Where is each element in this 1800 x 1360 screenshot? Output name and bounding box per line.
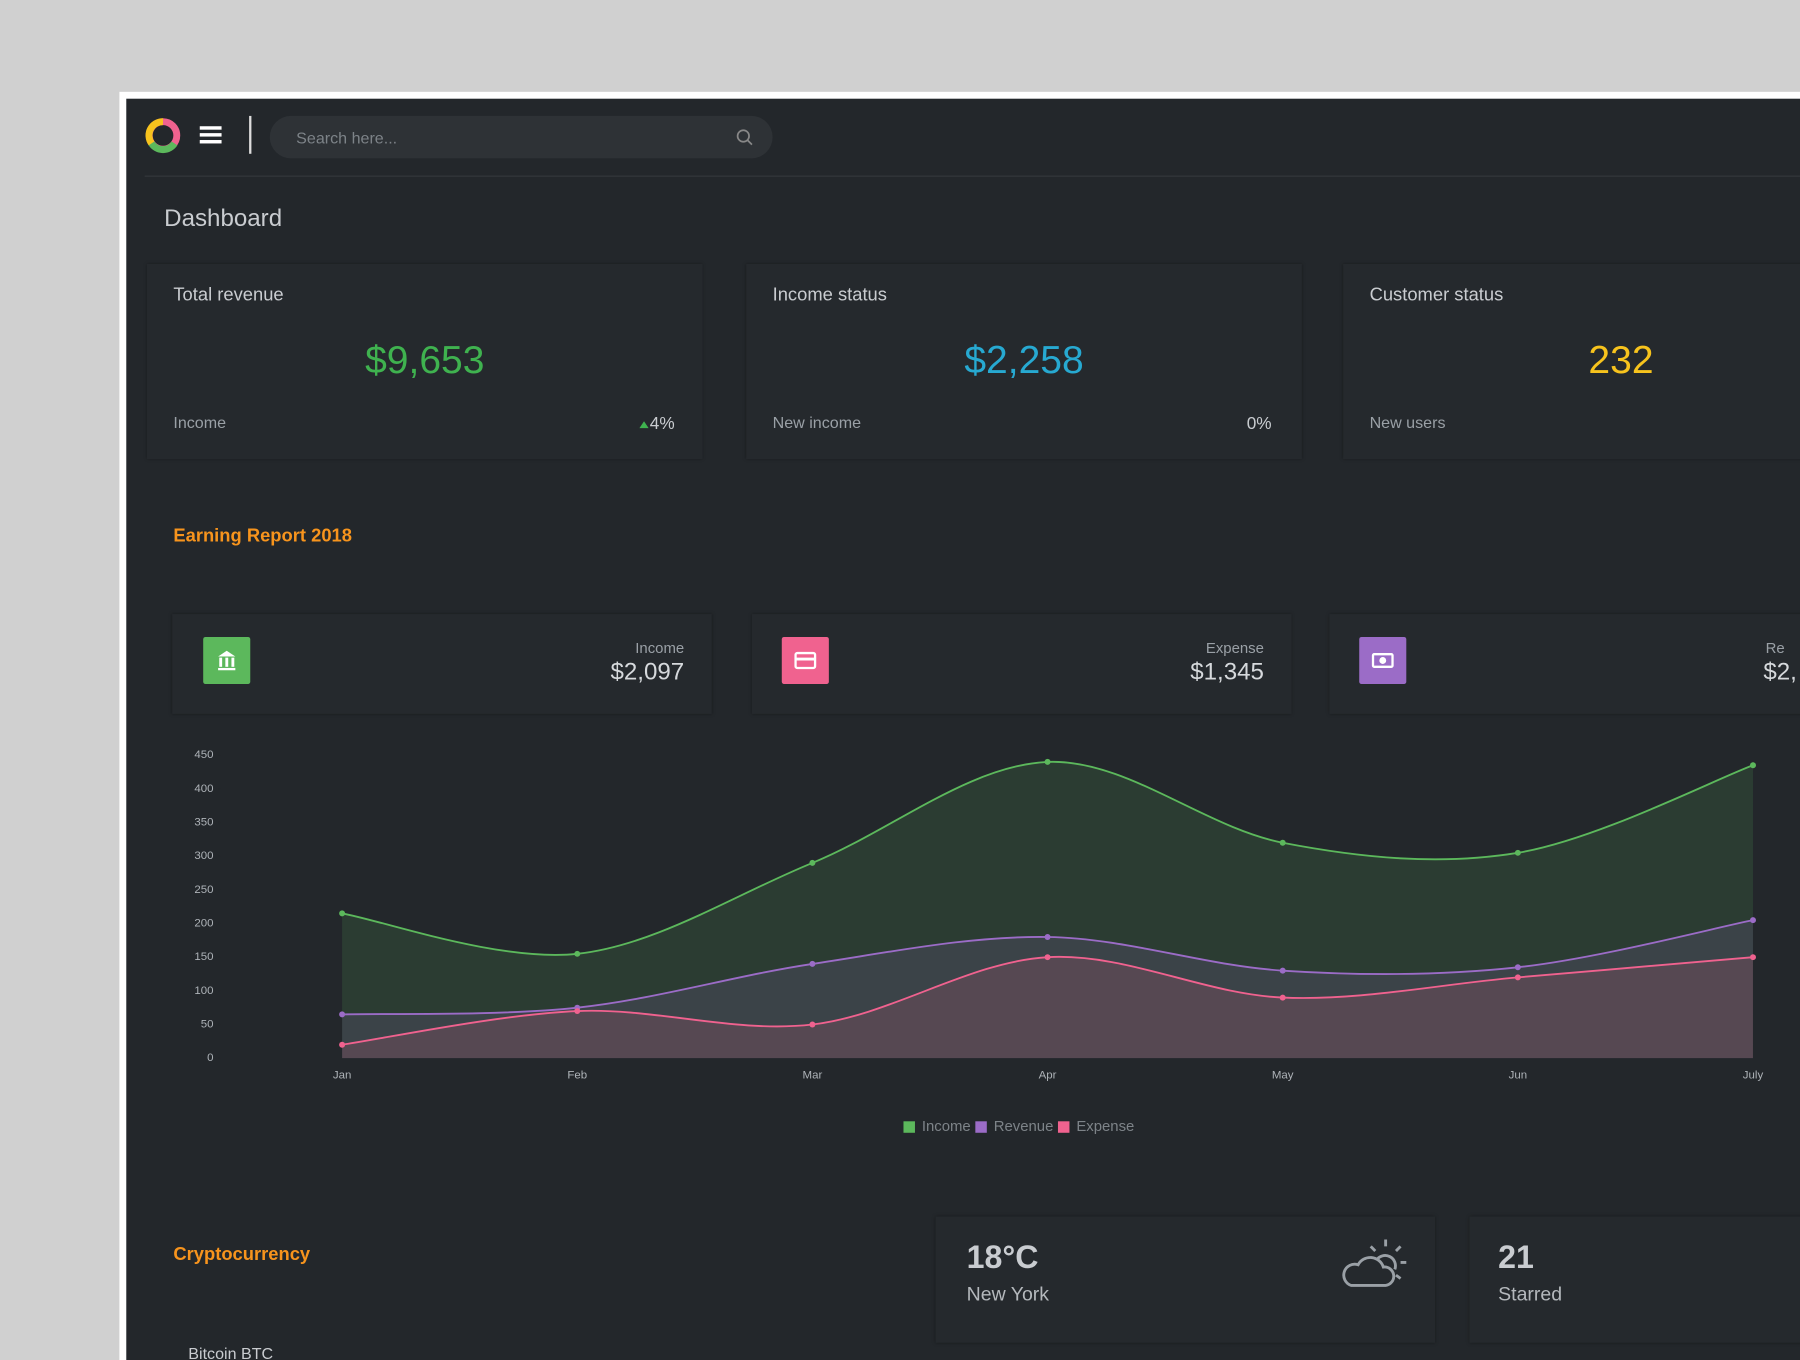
x-tick-label: July — [1743, 1069, 1764, 1081]
data-point — [1514, 849, 1521, 856]
x-tick-label: May — [1272, 1069, 1294, 1081]
stat-card: Total revenue $9,653 Income 4% — [146, 263, 703, 460]
header-rule — [144, 175, 1800, 177]
area-fill — [342, 956, 1753, 1059]
area-fill — [342, 920, 1753, 1059]
data-point — [1044, 933, 1051, 940]
summary-card: Expense $1,345 — [751, 614, 1292, 714]
card-icon — [781, 636, 829, 685]
data-point — [339, 1011, 346, 1018]
x-tick-label: Feb — [567, 1069, 587, 1081]
x-tick-label: Mar — [803, 1069, 823, 1081]
stat-card: Customer status 232 New users — [1343, 263, 1800, 460]
starred-label: Starred — [1498, 1283, 1563, 1305]
legend-swatch — [903, 1121, 915, 1133]
legend-swatch — [1057, 1121, 1070, 1133]
y-tick-label: 300 — [194, 850, 213, 862]
search-placeholder: Search here... — [296, 128, 398, 147]
summary-card: Income $2,097 — [172, 614, 712, 714]
x-tick-label: Jan — [333, 1069, 352, 1081]
legend-swatch — [975, 1121, 987, 1133]
summary-value: $2,097 — [610, 658, 685, 686]
city: New York — [966, 1283, 1050, 1305]
y-tick-label: 100 — [194, 985, 213, 997]
page-title: Dashboard — [164, 205, 283, 232]
data-point — [809, 960, 816, 967]
stat-value: $9,653 — [365, 338, 485, 383]
y-tick-label: 450 — [194, 749, 213, 761]
stat-change: 4% — [649, 414, 675, 434]
section-title: Earning Report 2018 — [173, 526, 352, 547]
menu-button[interactable] — [199, 124, 224, 147]
data-point — [1279, 839, 1286, 846]
temperature: 18°C — [966, 1239, 1039, 1276]
legend-label: Income — [922, 1118, 971, 1135]
data-point — [574, 950, 581, 957]
y-tick-label: 400 — [194, 783, 213, 795]
x-tick-label: Apr — [1039, 1069, 1057, 1081]
divider — [249, 115, 252, 154]
data-point — [1279, 967, 1286, 974]
y-tick-label: 50 — [201, 1019, 214, 1031]
search-icon[interactable] — [736, 129, 754, 147]
money-icon — [1359, 636, 1407, 685]
data-point — [339, 1041, 346, 1048]
legend-label: Expense — [1076, 1118, 1134, 1135]
logo[interactable] — [145, 116, 184, 155]
x-tick-label: Jun — [1509, 1069, 1528, 1081]
data-point — [574, 1008, 581, 1015]
y-tick-label: 150 — [194, 951, 213, 963]
up-arrow — [639, 421, 649, 429]
stat-label: New users — [1369, 413, 1446, 432]
data-point — [809, 859, 816, 866]
data-point — [809, 1021, 816, 1028]
data-point — [1514, 974, 1521, 981]
search-box[interactable]: Search here... — [269, 115, 773, 159]
bank-icon — [203, 636, 251, 685]
weather-card: 18°C New York — [935, 1216, 1435, 1343]
stat-label: Income — [173, 413, 227, 432]
stat-title: Total revenue — [173, 285, 284, 306]
stat-value: $2,258 — [964, 338, 1084, 383]
starred-count: 21 — [1498, 1239, 1534, 1276]
data-point — [1279, 994, 1286, 1001]
y-tick-label: 200 — [194, 918, 213, 930]
area-fill — [342, 761, 1753, 1059]
stat-change: 0% — [1246, 414, 1272, 434]
stat-value: 232 — [1588, 338, 1654, 383]
stat-label: New income — [772, 413, 862, 432]
section-title: Cryptocurrency — [173, 1245, 311, 1265]
data-point — [1750, 954, 1756, 961]
stat-card: Income status $2,258 New income 0% — [746, 263, 1302, 460]
y-tick-label: 350 — [194, 817, 213, 829]
data-point — [1750, 762, 1756, 769]
data-point — [1514, 964, 1521, 971]
stat-title: Customer status — [1369, 285, 1504, 306]
crypto-item: Bitcoin BTC — [188, 1343, 274, 1360]
summary-value: $2, — [1763, 658, 1797, 686]
data-point — [1044, 954, 1051, 961]
starred-card: 21 Starred — [1469, 1216, 1800, 1343]
stat-title: Income status — [772, 285, 887, 306]
summary-label: Income — [635, 639, 685, 657]
summary-card: Re $2, — [1329, 614, 1800, 714]
y-tick-label: 250 — [194, 884, 213, 896]
data-point — [339, 910, 346, 917]
summary-label: Re — [1765, 639, 1785, 657]
legend-label: Revenue — [994, 1118, 1054, 1135]
summary-label: Expense — [1205, 639, 1264, 657]
weather-icon — [1342, 1239, 1407, 1287]
data-point — [1044, 758, 1051, 765]
summary-value: $1,345 — [1190, 658, 1264, 686]
data-point — [1750, 917, 1756, 924]
y-tick-label: 0 — [207, 1052, 213, 1064]
